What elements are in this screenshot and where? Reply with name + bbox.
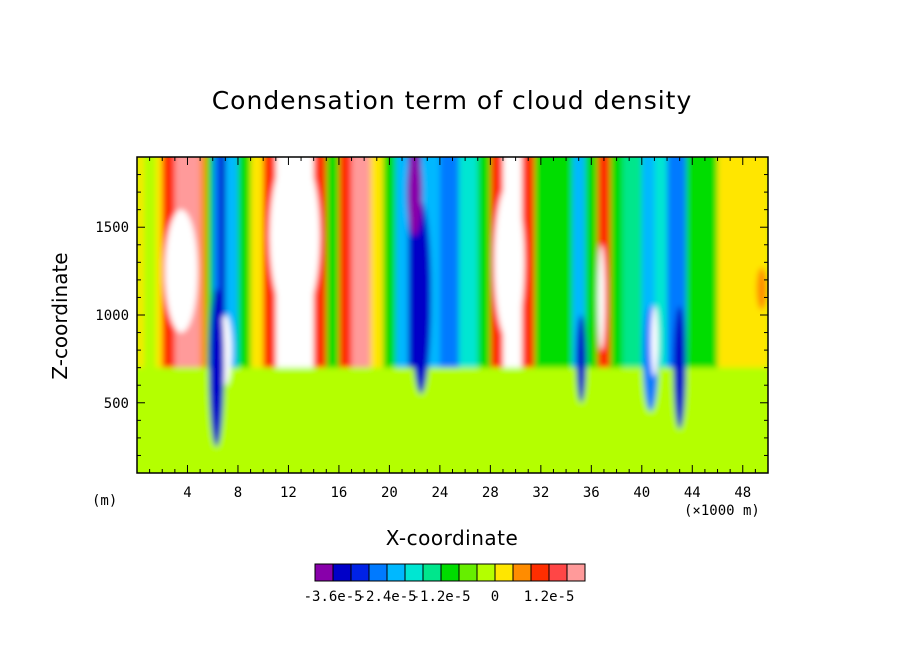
colorbar-swatch <box>494 563 514 582</box>
field-feature <box>650 306 659 377</box>
colorbar-label: -1.2e-5 <box>411 589 471 605</box>
chart-title: Condensation term of cloud density <box>211 86 693 115</box>
x-tick-label: 28 <box>482 485 499 501</box>
field-band <box>383 157 397 368</box>
x-tick-label: 20 <box>381 485 398 501</box>
field-feature <box>494 183 525 342</box>
colorbar-swatch <box>548 563 568 582</box>
field-band <box>439 157 460 368</box>
x-tick-label: 44 <box>684 485 701 501</box>
contour-field <box>137 157 768 473</box>
colorbar-swatch <box>332 563 352 582</box>
colorbar-label: 1.2e-5 <box>523 589 575 605</box>
colorbar-swatch <box>350 563 370 582</box>
colorbar-swatch <box>530 563 550 582</box>
x-tick-label: 4 <box>183 485 191 501</box>
colorbar-label: 0 <box>490 589 500 605</box>
field-feature <box>576 315 587 403</box>
colorbar-swatch <box>566 563 586 582</box>
x-tick-label: 12 <box>280 485 297 501</box>
field-band <box>521 157 536 368</box>
field-band <box>200 157 208 368</box>
x-axis: 4 8 12 16 20 24 28 32 36 40 44 48 <box>149 157 756 501</box>
field-band <box>326 157 340 368</box>
x-tick-label: 36 <box>583 485 600 501</box>
colorbar-swatch <box>314 563 334 582</box>
y-tick-label: 500 <box>104 396 129 412</box>
x-axis-label: X-coordinate <box>385 526 519 550</box>
field-band <box>622 157 643 368</box>
y-tick-label: 1000 <box>95 308 129 324</box>
field-band <box>155 157 164 368</box>
colorbar-swatch <box>476 563 496 582</box>
field-band <box>143 157 157 368</box>
field-band <box>351 157 372 368</box>
field-band <box>338 157 353 368</box>
field-band <box>585 157 599 368</box>
x-tick-label: 48 <box>734 485 751 501</box>
field-band <box>395 157 410 368</box>
field-band <box>219 157 227 368</box>
field-feature <box>597 244 606 351</box>
field-band <box>685 157 719 368</box>
field-band <box>137 157 145 368</box>
colorbar-swatch <box>512 563 532 582</box>
field-band <box>572 157 587 368</box>
field-band <box>212 157 221 368</box>
colorbar-swatch <box>422 563 442 582</box>
y-axis: 500 1000 1500 <box>95 174 768 456</box>
x-tick-label: 32 <box>532 485 549 501</box>
field-feature <box>410 200 432 394</box>
colorbar-swatch <box>458 563 478 582</box>
field-feature <box>673 306 686 430</box>
low-level-band <box>137 367 768 473</box>
field-feature <box>407 157 423 236</box>
field-band <box>237 157 252 368</box>
field-feature <box>269 157 320 324</box>
field-band <box>717 157 768 368</box>
colorbar-swatch <box>386 563 406 582</box>
field-band <box>654 157 669 368</box>
field-band <box>458 157 479 368</box>
colorbar-swatch <box>440 563 460 582</box>
x-tick-label: 40 <box>633 485 650 501</box>
field-band <box>250 157 265 368</box>
field-band <box>225 157 239 368</box>
y-tick-label: 1500 <box>95 220 129 236</box>
field-band <box>534 157 574 368</box>
colorbar-swatch <box>404 563 424 582</box>
field-band <box>477 157 492 368</box>
y-axis-label: Z-coordinate <box>48 252 72 380</box>
field-layers <box>137 157 768 473</box>
x-unit-left: (m) <box>92 493 118 509</box>
x-unit-right: (×1000 m) <box>684 503 760 519</box>
x-tick-label: 8 <box>234 485 242 501</box>
colorbar-label: -3.6e-5 <box>303 589 363 605</box>
field-band <box>206 157 214 368</box>
colorbar-label: -2.4e-5 <box>357 589 417 605</box>
field-feature <box>208 288 225 447</box>
x-tick-label: 16 <box>330 485 347 501</box>
colorbar <box>314 563 586 582</box>
x-tick-label: 24 <box>431 485 448 501</box>
field-band <box>610 157 624 368</box>
colorbar-swatch <box>368 563 388 582</box>
field-feature <box>164 209 198 333</box>
field-band <box>370 157 385 368</box>
field-feature <box>756 267 767 310</box>
